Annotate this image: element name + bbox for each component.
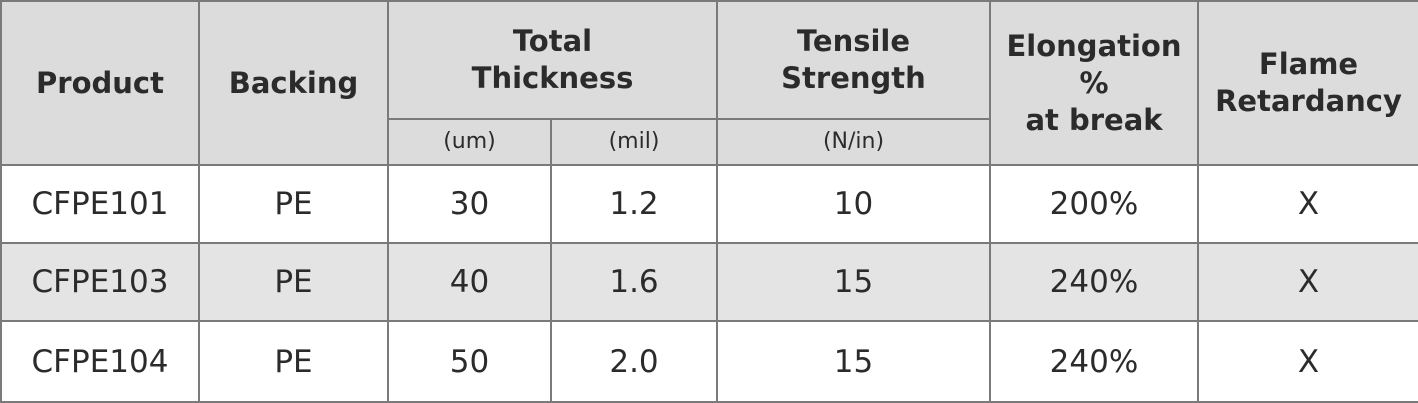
cell-thickness-mil: 1.6 [550,242,718,322]
cell-tensile: 15 [716,242,991,322]
cell-product: CFPE101 [0,164,200,244]
cell-elongation: 240% [989,320,1199,403]
cell-flame: X [1197,242,1418,322]
header-flame-retardancy: Flame Retardancy [1197,0,1418,166]
header-product: Product [0,0,200,166]
header-elongation: Elongation % at break [989,0,1199,166]
cell-elongation: 240% [989,242,1199,322]
cell-backing: PE [198,164,389,244]
table-row: CFPE101 PE 30 1.2 10 200% X [0,164,1418,244]
unit-mil: (mil) [550,118,718,166]
cell-thickness-um: 50 [387,320,552,403]
cell-thickness-mil: 2.0 [550,320,718,403]
header-total-thickness: Total Thickness [387,0,718,120]
cell-elongation: 200% [989,164,1199,244]
cell-flame: X [1197,164,1418,244]
unit-row: (um) (mil) (N/in) [1,118,1418,166]
table-row: CFPE104 PE 50 2.0 15 240% X [0,320,1418,403]
cell-tensile: 10 [716,164,991,244]
cell-backing: PE [198,242,389,322]
cell-tensile: 15 [716,320,991,403]
cell-backing: PE [198,320,389,403]
cell-flame: X [1197,320,1418,403]
header-tensile-strength: Tensile Strength [716,0,991,120]
header-row: Product Backing Total Thickness Tensile St… [0,0,1418,166]
unit-um: (um) [387,118,552,166]
header-backing: Backing [198,0,389,166]
cell-thickness-mil: 1.2 [550,164,718,244]
cell-product: CFPE103 [0,242,200,322]
cell-thickness-um: 30 [387,164,552,244]
cell-thickness-um: 40 [387,242,552,322]
table-row: CFPE103 PE 40 1.6 15 240% X [0,242,1418,322]
cell-product: CFPE104 [0,320,200,403]
unit-n-per-in: (N/in) [716,118,991,166]
